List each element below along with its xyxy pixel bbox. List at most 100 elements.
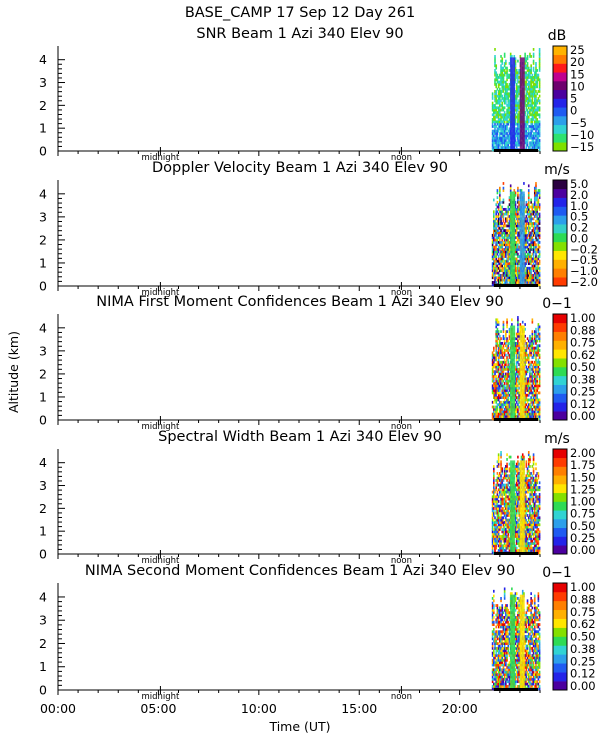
field-cell	[524, 546, 526, 550]
field-cell	[514, 532, 517, 536]
field-cell	[505, 255, 507, 258]
field-cell	[494, 238, 496, 242]
field-cell	[494, 115, 496, 119]
field-cell	[508, 132, 511, 135]
field-cell	[537, 231, 540, 235]
field-cell	[535, 143, 537, 147]
field-cell	[499, 339, 501, 343]
field-cell	[535, 346, 537, 350]
field-cell	[530, 132, 532, 135]
field-cell	[500, 537, 502, 541]
field-cell	[526, 101, 529, 105]
field-cell	[536, 73, 538, 77]
field-cell	[507, 476, 510, 480]
field-cell	[497, 389, 500, 392]
field-cell	[524, 99, 526, 103]
field-cell	[518, 549, 520, 552]
field-cell	[536, 219, 538, 223]
field-cell	[527, 525, 530, 529]
field-cell	[496, 502, 499, 506]
field-cell	[529, 495, 531, 499]
field-cell	[527, 281, 530, 284]
field-cell	[530, 210, 532, 214]
field-cell	[491, 240, 494, 244]
field-cell	[502, 248, 505, 251]
field-cell	[529, 544, 531, 548]
field-cell	[514, 341, 517, 345]
field-cell	[503, 276, 506, 280]
field-cell	[503, 542, 506, 545]
field-cell	[517, 530, 519, 534]
field-cell	[527, 191, 530, 195]
field-cell	[508, 365, 511, 369]
field-cell	[514, 118, 517, 121]
field-cell	[505, 141, 507, 145]
field-cell	[500, 215, 502, 218]
field-cell	[538, 146, 541, 149]
field-cell	[515, 360, 518, 364]
field-cell	[502, 344, 505, 348]
field-cell	[524, 507, 526, 510]
field-cell	[527, 193, 530, 197]
field-cell	[517, 189, 519, 192]
field-cell	[530, 372, 532, 376]
field-cell	[507, 483, 510, 487]
field-cell	[496, 238, 499, 242]
field-cell	[506, 318, 508, 322]
field-cell	[500, 500, 502, 503]
field-cell	[538, 410, 541, 414]
field-cell	[505, 472, 507, 475]
field-cell	[505, 146, 507, 149]
field-cell	[529, 90, 531, 93]
field-cell	[536, 229, 538, 232]
field-cell	[517, 80, 519, 84]
field-cell	[536, 365, 538, 369]
field-cell	[531, 141, 534, 145]
field-cell	[531, 125, 534, 128]
field-cell	[532, 203, 535, 207]
field-cell	[517, 245, 519, 249]
field-cell	[503, 488, 506, 492]
field-cell	[527, 407, 530, 411]
field-cell	[491, 528, 494, 531]
field-cell	[537, 141, 540, 145]
field-cell	[502, 493, 505, 496]
colorbar-label: −0.5	[570, 253, 598, 267]
field-cell	[536, 410, 538, 414]
field-cell	[505, 386, 507, 390]
field-cell	[506, 118, 508, 121]
field-cell	[536, 101, 538, 105]
field-cell	[507, 544, 510, 548]
field-cell	[514, 191, 517, 195]
field-cell	[530, 483, 532, 487]
field-cell	[497, 396, 500, 399]
field-cell	[531, 400, 534, 404]
field-cell	[500, 76, 502, 79]
field-cell	[506, 374, 508, 378]
field-cell	[517, 212, 519, 216]
field-cell	[535, 69, 537, 72]
field-cell	[503, 87, 506, 91]
field-cell	[493, 281, 495, 284]
field-cell	[493, 248, 495, 251]
field-cell	[501, 85, 504, 89]
field-cell	[506, 539, 508, 543]
field-cell	[527, 73, 530, 77]
field-cell	[536, 250, 538, 254]
field-cell	[499, 488, 501, 492]
field-cell	[500, 415, 502, 418]
field-cell	[517, 525, 519, 529]
field-cell	[503, 353, 506, 357]
field-cell	[493, 523, 495, 527]
field-cell	[495, 377, 498, 381]
field-cell	[515, 217, 518, 221]
field-cell	[529, 255, 531, 258]
field-cell	[527, 210, 530, 214]
field-cell	[527, 528, 530, 531]
field-cell	[494, 80, 496, 84]
field-cell	[529, 278, 531, 282]
field-cell	[514, 59, 517, 63]
field-cell	[527, 415, 530, 418]
field-cell	[533, 191, 536, 195]
field-cell	[514, 405, 517, 409]
